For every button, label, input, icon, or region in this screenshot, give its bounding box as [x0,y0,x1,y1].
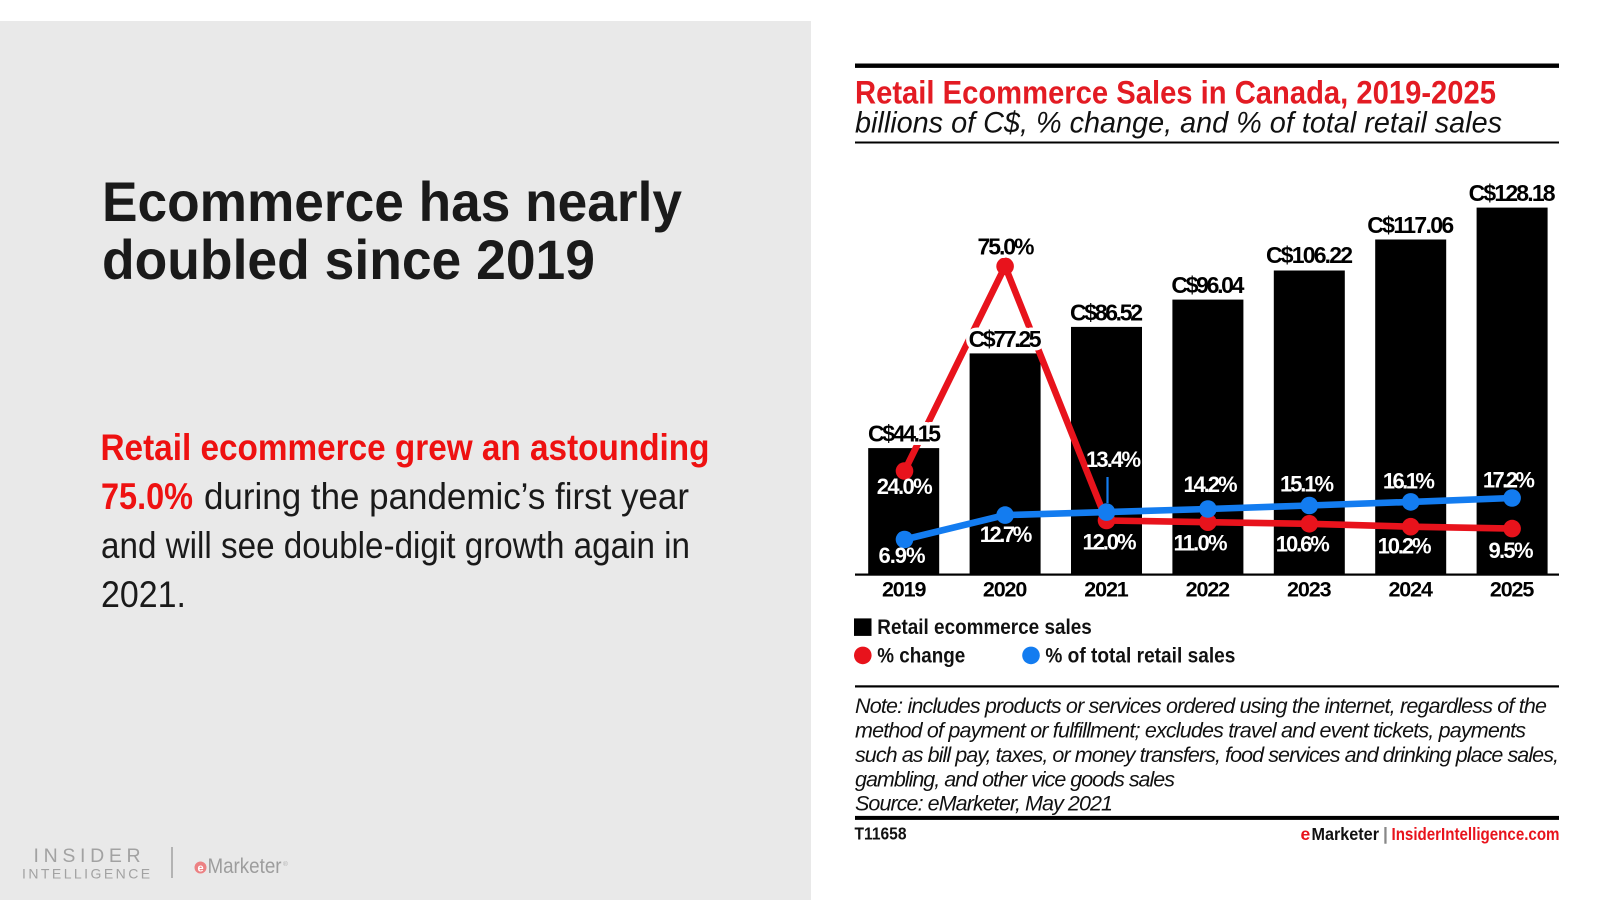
svg-text:T11658: T11658 [855,824,907,844]
svg-text:Marketer: Marketer [1312,824,1380,844]
svg-text:10.2%: 10.2% [1378,534,1432,559]
svg-text:11.0%: 11.0% [1174,531,1228,556]
svg-text:C$96.04: C$96.04 [1171,272,1244,298]
svg-text:Retail ecommerce sales: Retail ecommerce sales [877,615,1092,639]
svg-text:2024: 2024 [1388,578,1433,602]
svg-text:2022: 2022 [1186,578,1231,602]
svg-text:Ecommerce has nearly: Ecommerce has nearly [102,170,682,233]
svg-text:12.7%: 12.7% [980,522,1033,547]
svg-text:Note: includes products or ser: Note: includes products or services orde… [855,694,1547,718]
svg-text:C$86.52: C$86.52 [1070,299,1143,325]
svg-text:Source: eMarketer, May 2021: Source: eMarketer, May 2021 [855,792,1113,816]
svg-text:billions of C$, % change, and: billions of C$, % change, and % of total… [855,107,1502,140]
svg-text:12.0%: 12.0% [1083,530,1137,555]
svg-text:during the pandemic’s first ye: during the pandemic’s first year [204,476,689,517]
svg-text:75.0%: 75.0% [101,476,193,517]
svg-text:C$117.06: C$117.06 [1367,212,1454,238]
svg-text:2023: 2023 [1287,578,1332,602]
svg-text:2021: 2021 [1084,578,1129,602]
svg-text:e: e [1301,824,1311,844]
svg-text:INTELLIGENCE: INTELLIGENCE [22,866,153,882]
svg-text:INSIDER: INSIDER [34,845,146,867]
svg-text:2025: 2025 [1490,578,1535,602]
svg-text:C$117.06: C$117.06 [1367,212,1454,238]
svg-text:% of total retail sales: % of total retail sales [1045,644,1235,668]
svg-text:10.6%: 10.6% [1276,532,1330,557]
svg-text:75.0%: 75.0% [978,234,1035,260]
svg-text:C$106.22: C$106.22 [1266,242,1353,268]
svg-text:C$44.15: C$44.15 [868,421,941,447]
svg-text:75.0%: 75.0% [978,234,1035,260]
svg-text:13.4%: 13.4% [1086,447,1141,472]
svg-text:Marketer: Marketer [208,854,282,878]
svg-text:C$96.04: C$96.04 [1171,272,1244,298]
svg-text:15.1%: 15.1% [1280,472,1334,497]
svg-text:such as bill pay, taxes, or mo: such as bill pay, taxes, or money transf… [855,743,1559,767]
svg-text:17.2%: 17.2% [1483,468,1535,493]
svg-text:C$106.22: C$106.22 [1266,242,1353,268]
svg-text:C$86.52: C$86.52 [1070,299,1143,325]
svg-text:14.2%: 14.2% [1184,472,1238,497]
svg-text:16.1%: 16.1% [1383,469,1435,494]
svg-text:C$128.18: C$128.18 [1469,180,1556,206]
svg-text:method of payment or fulfillme: method of payment or fulfillment; exclud… [855,719,1526,743]
svg-text:doubled since 2019: doubled since 2019 [102,228,595,291]
svg-text:|: | [1383,824,1388,844]
svg-text:2021.: 2021. [101,574,186,615]
svg-text:24.0%: 24.0% [877,474,933,499]
svg-text:Retail ecommerce grew an astou: Retail ecommerce grew an astounding [101,427,710,468]
svg-text:C$77.25: C$77.25 [969,326,1042,352]
svg-text:C$77.25: C$77.25 [969,326,1042,352]
svg-text:C$44.15: C$44.15 [868,421,941,447]
svg-text:and will see double-digit grow: and will see double-digit growth again i… [101,525,690,566]
svg-text:gambling, and other vice goods: gambling, and other vice goods sales [855,767,1175,791]
svg-text:Retail Ecommerce Sales in Cana: Retail Ecommerce Sales in Canada, 2019-2… [855,74,1496,110]
svg-text:9.5%: 9.5% [1489,538,1534,563]
svg-text:C$128.18: C$128.18 [1469,180,1556,206]
svg-text:e: e [197,863,203,875]
svg-text:6.9%: 6.9% [879,543,926,568]
svg-text:2019: 2019 [882,578,927,602]
svg-text:% change: % change [877,644,965,668]
svg-text:2020: 2020 [983,578,1028,602]
svg-text:®: ® [283,860,288,868]
svg-text:InsiderIntelligence.com: InsiderIntelligence.com [1392,824,1560,844]
